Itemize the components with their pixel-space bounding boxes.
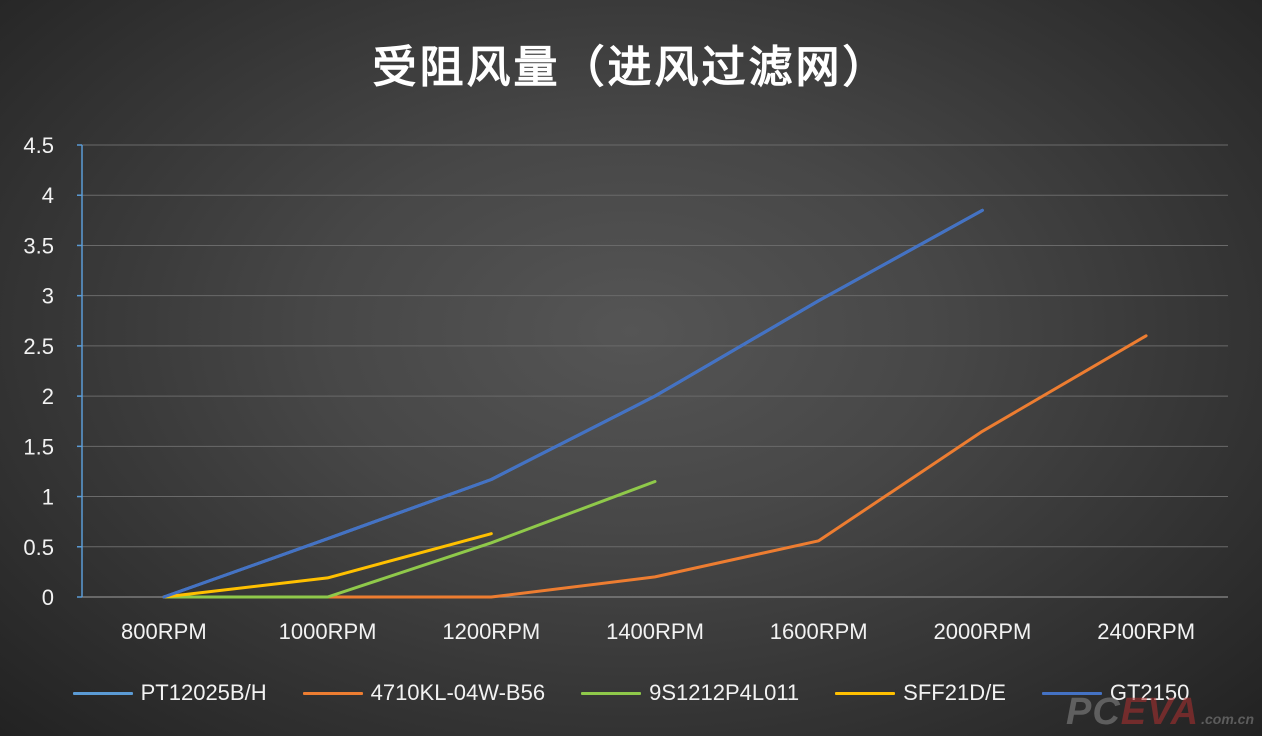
chart-title: 受阻风量（进风过滤网） — [372, 42, 890, 93]
series-line-2 — [162, 480, 657, 599]
legend-label: SFF21D/E — [903, 680, 1006, 705]
x-tick-label: 2000RPM — [934, 619, 1032, 644]
y-tick-label: 4 — [42, 183, 54, 208]
series-line-1 — [162, 334, 1148, 599]
legend-label: PT12025B/H — [140, 680, 267, 705]
legend: PT12025B/H 4710KL-04W-B56 9S1212P4L011 SFF2… — [0, 676, 1262, 710]
x-tick-label: 1600RPM — [770, 619, 868, 644]
series-line-4 — [162, 208, 984, 599]
x-tick-label: 1200RPM — [442, 619, 540, 644]
legend-swatch — [1041, 691, 1102, 695]
legend-item: PT12025B/H — [72, 680, 267, 706]
legend-label: GT2150 — [1109, 680, 1190, 705]
legend-item: SFF21D/E — [835, 680, 1006, 706]
x-tick-label: 800RPM — [121, 619, 207, 644]
y-tick-label: 1.5 — [23, 434, 54, 459]
watermark-pc: PC — [1065, 691, 1121, 733]
plot-area: 0 0.5 1 1.5 2 2.5 3 3.5 4 4.5 800RPM 1000RPM 1200RP… — [23, 133, 1228, 644]
y-tick-label: 3 — [42, 284, 54, 309]
x-tick-label: 1400RPM — [606, 619, 704, 644]
legend-item: 4710KL-04W-B56 — [302, 680, 546, 706]
series-line-0 — [162, 208, 984, 599]
x-tick-label: 2400RPM — [1097, 619, 1195, 644]
gridlines — [82, 144, 1228, 548]
x-tick-label: 1000RPM — [279, 619, 377, 644]
legend-swatch — [581, 691, 642, 695]
legend-swatch — [302, 691, 363, 695]
legend-label: 4710KL-04W-B56 — [370, 680, 546, 705]
x-axis-ticks: 800RPM 1000RPM 1200RPM 1400RPM 1600RPM 2000RP… — [121, 619, 1195, 644]
watermark-suffix: .com.cn — [1201, 711, 1254, 727]
series-lines — [162, 208, 1148, 599]
legend-item: GT2150 — [1041, 680, 1190, 706]
legend-swatch — [835, 691, 896, 695]
legend-item: 9S1212P4L011 — [581, 680, 799, 706]
watermark-logo: PCEVA .com.cn — [1066, 691, 1254, 734]
watermark-eva: EVA — [1120, 691, 1200, 733]
y-tick-label: 1 — [42, 485, 54, 510]
y-axis-ticks: 0 0.5 1 1.5 2 2.5 3 3.5 4 4.5 — [23, 133, 54, 610]
series-line-3 — [162, 532, 493, 599]
y-tick-label: 4.5 — [23, 133, 54, 158]
y-tick-label: 0 — [42, 585, 54, 610]
legend-swatch — [72, 691, 133, 695]
y-tick-label: 2.5 — [23, 334, 54, 359]
y-tick-label: 0.5 — [23, 535, 54, 560]
legend-label: 9S1212P4L011 — [649, 680, 800, 705]
axes — [77, 144, 1228, 598]
y-tick-label: 3.5 — [23, 233, 54, 258]
y-tick-label: 2 — [42, 384, 54, 409]
